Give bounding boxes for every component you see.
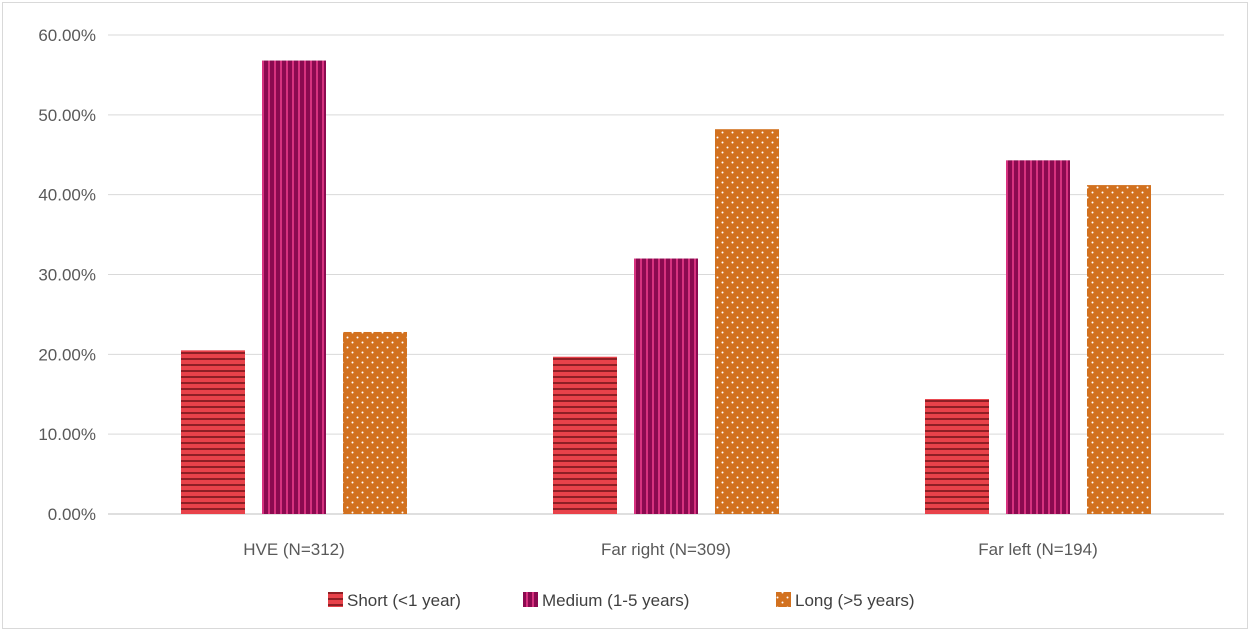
- legend-label: Long (>5 years): [795, 591, 915, 610]
- x-tick-label: Far right (N=309): [601, 540, 731, 559]
- bar-medium: [1006, 160, 1070, 515]
- bar-medium: [634, 258, 698, 514]
- y-tick-label: 20.00%: [38, 345, 96, 364]
- x-axis: HVE (N=312) Far right (N=309) Far left (N=…: [243, 540, 1098, 559]
- y-tick-label: 50.00%: [38, 106, 96, 125]
- bar-long: [1087, 185, 1151, 514]
- bar-short: [553, 356, 617, 514]
- x-tick-label: HVE (N=312): [243, 540, 345, 559]
- bar-short: [925, 399, 989, 514]
- legend-swatch: [328, 592, 343, 607]
- y-tick-label: 0.00%: [48, 505, 96, 524]
- bar-short: [181, 350, 245, 514]
- y-tick-label: 40.00%: [38, 186, 96, 205]
- y-tick-label: 60.00%: [38, 26, 96, 45]
- legend-label: Medium (1-5 years): [542, 591, 689, 610]
- bar-medium: [262, 60, 326, 515]
- bar-long: [343, 331, 407, 514]
- bar-long: [715, 129, 779, 514]
- bars: [181, 60, 1151, 515]
- legend: Short (<1 year) Medium (1-5 years) Long (>…: [328, 591, 915, 610]
- x-tick-label: Far left (N=194): [978, 540, 1098, 559]
- y-tick-label: 30.00%: [38, 266, 96, 285]
- y-tick-label: 10.00%: [38, 425, 96, 444]
- legend-label: Short (<1 year): [347, 591, 461, 610]
- legend-swatch: [776, 592, 791, 607]
- legend-swatch: [523, 592, 538, 607]
